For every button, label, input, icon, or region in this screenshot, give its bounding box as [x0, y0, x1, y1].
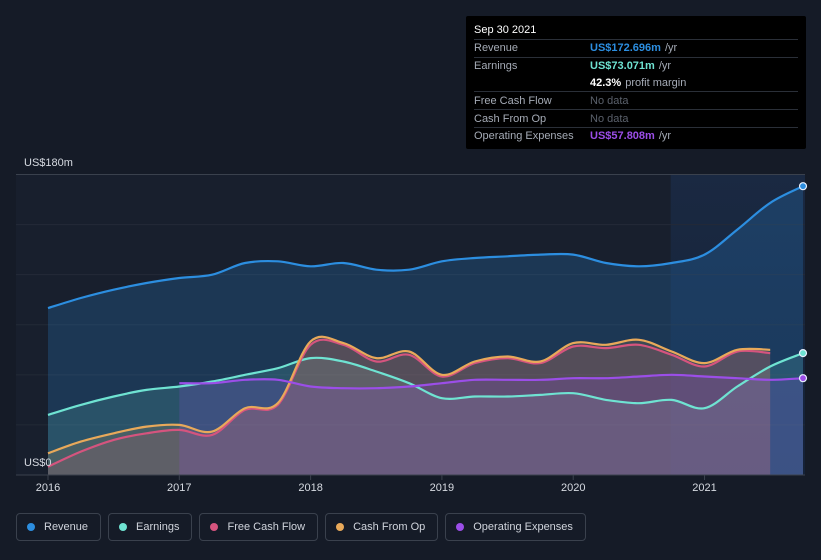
y-min-label: US$0 [24, 457, 52, 469]
legend-dot-icon [210, 523, 219, 531]
earnings-line [47, 352, 804, 416]
legend-item-cash-from-op[interactable]: Cash From Op [325, 513, 439, 541]
tooltip-date: Sep 30 2021 [474, 24, 537, 36]
tooltip-row: Earnings US$73.071m/yr [474, 56, 798, 75]
tooltip-row-value: 42.3% [590, 76, 622, 89]
tooltip-row: 42.3% profit margin [474, 75, 798, 92]
x-tick-label: 2019 [430, 482, 454, 494]
y-max-label: US$180m [24, 157, 73, 169]
legend-dot-icon [119, 523, 128, 531]
legend-dot-icon [27, 523, 35, 531]
tooltip-row-label: Operating Expenses [474, 130, 574, 143]
tooltip-row-value: No data [590, 112, 629, 125]
tooltip-row-value: US$73.071m [590, 60, 655, 73]
legend-item-free-cash-flow[interactable]: Free Cash Flow [199, 513, 319, 541]
operating-expenses-area [179, 374, 804, 475]
operating-expenses-line [179, 373, 804, 390]
revenue-end-marker [798, 182, 808, 191]
revenue-area [48, 186, 803, 475]
legend-item-earnings[interactable]: Earnings [108, 513, 193, 541]
legend-label: Operating Expenses [473, 521, 573, 533]
operating-expenses-end-marker [798, 374, 808, 383]
tooltip-row: Revenue US$172.696m/yr [474, 39, 798, 57]
tooltip-row-value: US$172.696m [590, 42, 661, 55]
tooltip: Sep 30 2021 Revenue US$172.696m/yr Earning… [466, 16, 806, 149]
earnings-area [48, 353, 803, 475]
tooltip-row: Free Cash Flow No data [474, 91, 798, 109]
legend-dot-icon [456, 523, 465, 531]
tooltip-row-unit: /yr [664, 42, 678, 55]
tooltip-row-label: Earnings [474, 60, 518, 73]
tooltip-row-label: Free Cash Flow [474, 94, 552, 107]
legend-label: Revenue [44, 521, 89, 533]
tooltip-row-unit: profit margin [625, 76, 687, 89]
legend-label: Free Cash Flow [227, 521, 306, 533]
x-tick-label: 2016 [36, 482, 60, 494]
legend-item-operating-expenses[interactable]: Operating Expenses [445, 513, 586, 541]
tooltip-row-label: Cash From Op [474, 112, 547, 125]
tooltip-row-unit: /yr [658, 60, 672, 73]
x-tick-label: 2020 [561, 482, 585, 494]
legend-dot-icon [336, 523, 345, 531]
tooltip-row-value: No data [590, 94, 629, 107]
legend-label: Earnings [136, 521, 180, 533]
x-tick-label: 2018 [298, 482, 322, 494]
tooltip-row: Operating Expenses US$57.808m/yr [474, 126, 798, 145]
legend-label: Cash From Op [353, 521, 426, 533]
x-tick-label: 2017 [167, 482, 191, 494]
free-cash-flow-line [47, 338, 771, 468]
cash-from-op-line [47, 335, 771, 455]
legend-item-revenue[interactable]: Revenue [16, 513, 102, 541]
revenue-line [47, 185, 804, 310]
x-tick-label: 2021 [692, 482, 716, 494]
legend: Revenue Earnings Free Cash Flow Cash From O… [16, 513, 593, 541]
earnings-end-marker [798, 349, 808, 358]
tooltip-row: Cash From Op No data [474, 109, 798, 127]
free-cash-flow-area [48, 339, 771, 475]
tooltip-row-unit: /yr [658, 130, 672, 143]
cash-from-op-area [48, 336, 771, 475]
tooltip-row-label: Revenue [474, 42, 519, 55]
tooltip-row-value: US$57.808m [590, 130, 655, 143]
